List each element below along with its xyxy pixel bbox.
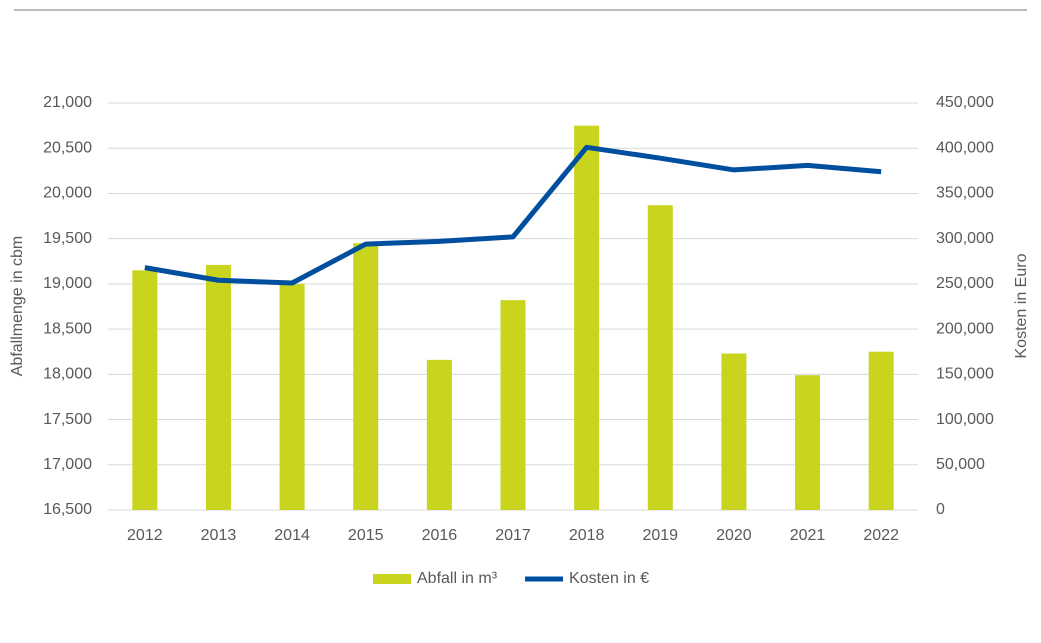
x-tick-label: 2016 xyxy=(422,527,458,544)
bar xyxy=(132,270,158,510)
legend-label: Abfall in m³ xyxy=(417,570,498,587)
y2-tick-label: 100,000 xyxy=(936,411,994,428)
y-tick-label: 19,000 xyxy=(43,275,92,292)
y-tick-label: 18,000 xyxy=(43,366,92,383)
y2-tick-label: 150,000 xyxy=(936,366,994,383)
line xyxy=(144,144,882,286)
bar xyxy=(353,243,379,510)
bar xyxy=(721,353,747,510)
y-tick-label: 17,500 xyxy=(43,411,92,428)
y2-tick-label: 350,000 xyxy=(936,185,994,202)
y2-tick-label: 300,000 xyxy=(936,230,994,247)
bar xyxy=(500,300,526,510)
y-tick-label: 18,500 xyxy=(43,320,92,337)
y2-axis-title: Kosten in Euro xyxy=(1013,253,1030,358)
x-tick-label: 2015 xyxy=(348,527,384,544)
legend-label: Kosten in € xyxy=(569,570,649,587)
y-tick-label: 16,500 xyxy=(43,501,92,518)
x-tick-label: 2019 xyxy=(642,527,678,544)
x-tick-label: 2021 xyxy=(790,527,826,544)
x-tick-label: 2014 xyxy=(274,527,310,544)
y-tick-label: 20,000 xyxy=(43,185,92,202)
y-tick-label: 20,500 xyxy=(43,139,92,156)
bar xyxy=(795,375,821,510)
y2-tick-label: 450,000 xyxy=(936,94,994,111)
y2-tick-label: 250,000 xyxy=(936,275,994,292)
y2-tick-label: 0 xyxy=(936,501,945,518)
bar xyxy=(574,125,600,510)
x-tick-label: 2020 xyxy=(716,527,752,544)
bar xyxy=(868,351,894,510)
bar xyxy=(647,205,673,511)
x-tick-label: 2018 xyxy=(569,527,605,544)
y-tick-label: 21,000 xyxy=(43,94,92,111)
y-axis-title: Abfallmenge in cbm xyxy=(9,236,26,377)
legend-swatch xyxy=(373,574,411,584)
y2-tick-label: 400,000 xyxy=(936,139,994,156)
bar xyxy=(426,359,452,510)
y-tick-label: 19,500 xyxy=(43,230,92,247)
bar xyxy=(279,283,305,510)
x-tick-label: 2022 xyxy=(863,527,899,544)
x-tick-label: 2013 xyxy=(201,527,237,544)
y-tick-label: 17,000 xyxy=(43,456,92,473)
x-tick-label: 2017 xyxy=(495,527,531,544)
y2-tick-label: 50,000 xyxy=(936,456,985,473)
bar xyxy=(205,264,231,510)
x-tick-label: 2012 xyxy=(127,527,163,544)
y2-tick-label: 200,000 xyxy=(936,320,994,337)
